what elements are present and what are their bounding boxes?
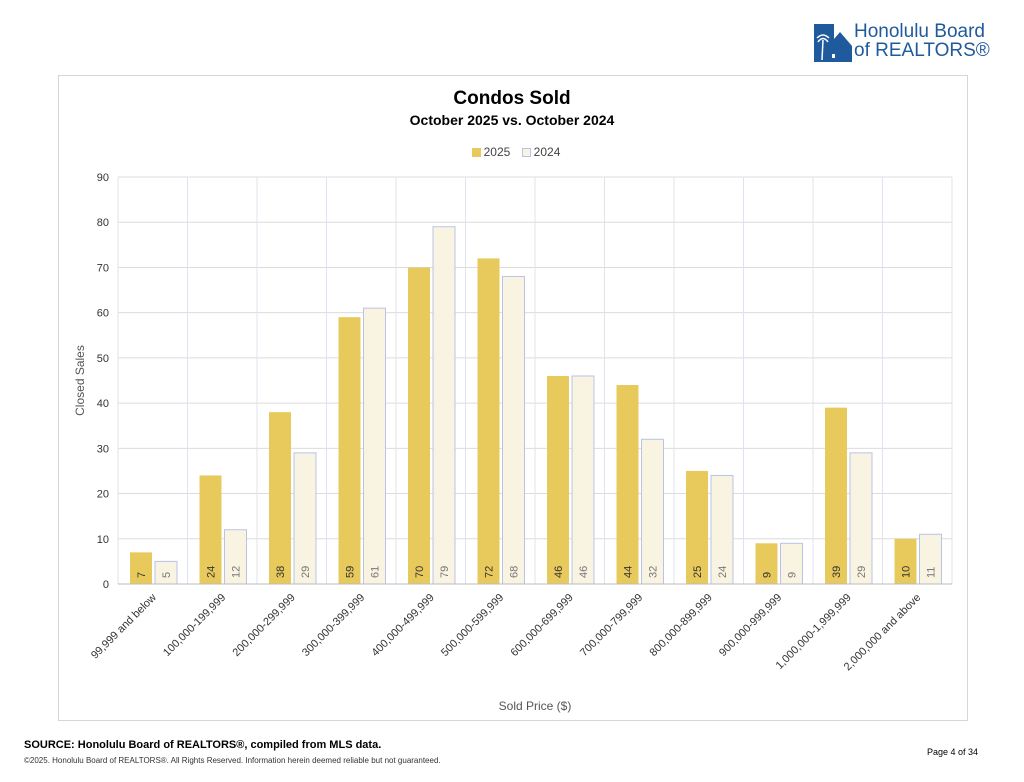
data-label: 5 [161,572,173,578]
bar-2025 [477,258,500,584]
bar-2025 [755,543,778,584]
x-tick-label: 800,000-899,999 [648,592,715,659]
y-axis-title: Closed Sales [73,345,87,416]
bar-2025 [269,412,291,584]
y-tick-label: 70 [97,262,109,274]
data-label: 25 [692,566,704,578]
data-label: 32 [648,566,660,578]
y-tick-label: 20 [97,489,109,501]
bar-2024 [641,438,664,585]
logo-text-2: of REALTORS® [854,40,990,61]
data-label: 79 [439,566,451,578]
bar-2025 [547,375,569,584]
y-tick-label: 0 [103,579,109,591]
bar-2025 [199,475,222,584]
y-tick-label: 30 [97,443,109,455]
data-label: 72 [484,566,496,578]
x-tick-label: 300,000-399,999 [300,592,367,659]
x-tick-label: 200,000-299,999 [231,592,298,659]
x-tick-label: 1,000,000-1,999,999 [774,592,854,672]
copyright: ©2025. Honolulu Board of REALTORS®. All … [24,756,441,765]
source-note: SOURCE: Honolulu Board of REALTORS®, com… [24,739,382,751]
data-label: 61 [370,566,382,578]
legend: 2025 2024 [0,145,1024,159]
page-number: Page 4 of 34 [926,747,978,757]
bar-2024 [502,275,525,585]
y-tick-label: 60 [97,308,109,320]
data-label: 29 [856,566,868,578]
x-tick-label: 700,000-799,999 [578,592,645,659]
bar-2025 [894,538,917,584]
data-label: 7 [136,572,148,578]
y-tick-label: 90 [97,172,109,184]
bar-2025 [616,385,639,584]
data-label: 24 [206,566,218,578]
x-tick-label: 99,999 and below [89,592,159,662]
bar-2025 [130,552,152,584]
y-tick-label: 80 [97,217,109,229]
x-tick-label: 500,000-599,999 [439,592,506,659]
y-tick-label: 40 [97,398,109,410]
chart-frame [58,75,968,721]
data-label: 59 [345,566,357,578]
bar-2024 [571,375,595,585]
data-label: 38 [275,566,287,578]
x-tick-label: 2,000,000 and above [842,592,924,674]
x-tick-label: 400,000-499,999 [370,592,437,659]
bar-2024 [432,226,456,585]
bar-2025 [408,267,430,584]
x-tick-label: 100,000-199,999 [161,592,228,659]
data-label: 11 [926,567,938,578]
legend-swatch-2024 [521,148,531,157]
data-label: 24 [717,566,729,578]
data-label: 9 [787,572,799,578]
bar-2024 [293,452,317,585]
data-label: 10 [901,566,913,578]
bar-2024 [363,307,386,585]
y-tick-label: 10 [97,534,109,546]
data-label: 12 [231,566,243,578]
data-label: 44 [623,566,635,578]
data-label: 70 [414,566,426,578]
bar-2025 [825,407,847,584]
data-label: 46 [578,566,590,578]
y-tick-label: 50 [97,353,109,365]
bar-2025 [338,317,361,584]
x-axis-title: Sold Price ($) [499,699,572,713]
logo-text: Honolulu Board [854,21,985,42]
x-tick-label: 900,000-999,999 [717,592,784,659]
chart-title: Condos Sold [453,88,571,109]
data-label: 9 [762,572,774,578]
chart-subtitle: October 2025 vs. October 2024 [409,112,615,128]
bar-2025 [686,470,708,584]
logo: Honolulu Board of REALTORS® [814,22,1014,64]
legend-swatch-2025 [471,148,481,157]
x-tick-label: 600,000-699,999 [509,592,576,659]
data-label: 68 [509,566,521,578]
legend-label-2024: 2024 [533,145,561,159]
legend-label-2025: 2025 [483,145,511,159]
data-label: 46 [553,566,565,578]
data-label: 39 [831,566,843,578]
data-label: 29 [300,566,312,578]
logo-icon [814,24,852,62]
bar-2024 [849,452,873,585]
